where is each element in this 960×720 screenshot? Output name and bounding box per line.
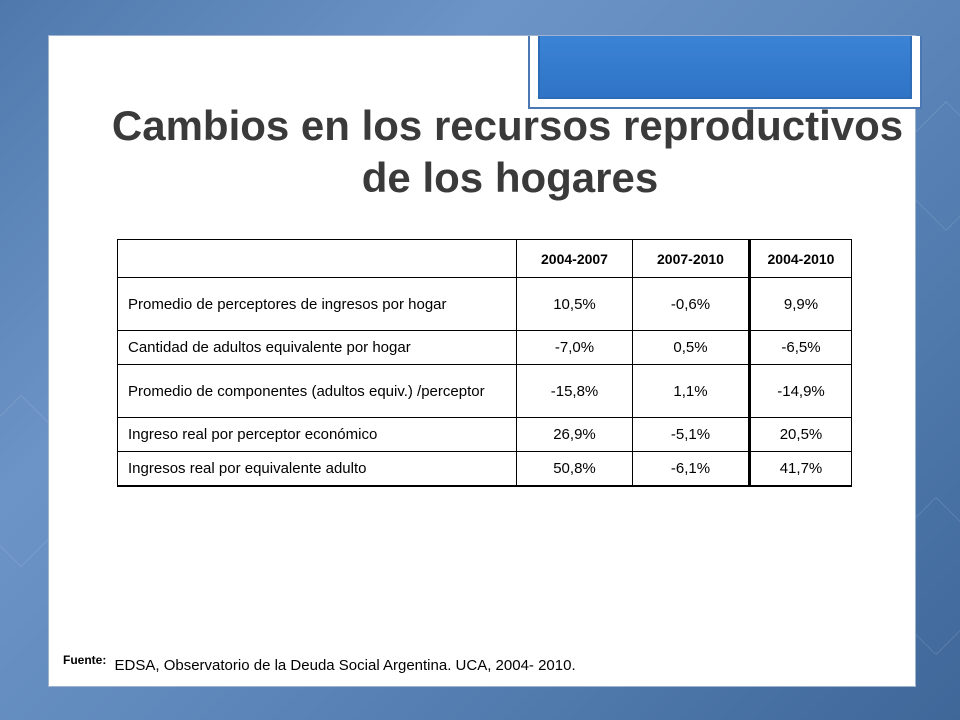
table-row: Cantidad de adultos equivalente por hoga… bbox=[117, 330, 852, 365]
header-cell-empty bbox=[117, 239, 517, 278]
title-line-2: de los hogares bbox=[361, 154, 659, 201]
row-label: Ingresos real por equivalente adulto bbox=[117, 451, 517, 487]
title-line-1: Cambios en los recursos reproductivos bbox=[111, 102, 904, 149]
row-value: -0,6% bbox=[632, 277, 750, 331]
header-decoration bbox=[528, 36, 922, 109]
row-value: -15,8% bbox=[516, 364, 633, 418]
row-value: -6,1% bbox=[632, 451, 750, 487]
row-label: Cantidad de adultos equivalente por hoga… bbox=[117, 330, 517, 365]
source-label: Fuente: bbox=[63, 653, 107, 667]
table-row: Ingresos real por equivalente adulto 50,… bbox=[117, 451, 852, 487]
source-note: Fuente: EDSA, Observatorio de la Deuda S… bbox=[63, 653, 576, 674]
header-cell-2007-2010: 2007-2010 bbox=[632, 239, 750, 278]
row-value: 10,5% bbox=[516, 277, 633, 331]
table-header-row: 2004-2007 2007-2010 2004-2010 bbox=[117, 239, 852, 278]
row-value: -14,9% bbox=[748, 364, 852, 418]
row-label: Ingreso real por perceptor económico bbox=[117, 417, 517, 452]
row-value: 0,5% bbox=[632, 330, 750, 365]
row-value: -6,5% bbox=[748, 330, 852, 365]
header-cell-2004-2007: 2004-2007 bbox=[516, 239, 633, 278]
row-value: 20,5% bbox=[748, 417, 852, 452]
row-value: 50,8% bbox=[516, 451, 633, 487]
header-decoration-fill bbox=[538, 36, 912, 99]
source-text: EDSA, Observatorio de la Deuda Social Ar… bbox=[114, 657, 576, 674]
row-label: Promedio de componentes (adultos equiv.)… bbox=[117, 364, 517, 418]
row-value: 9,9% bbox=[748, 277, 852, 331]
row-value: 41,7% bbox=[748, 451, 852, 487]
table-row: Ingreso real por perceptor económico 26,… bbox=[117, 417, 852, 452]
row-value: -7,0% bbox=[516, 330, 633, 365]
row-value: -5,1% bbox=[632, 417, 750, 452]
header-cell-2004-2010: 2004-2010 bbox=[748, 239, 852, 278]
table-row: Promedio de componentes (adultos equiv.)… bbox=[117, 364, 852, 418]
row-value: 1,1% bbox=[632, 364, 750, 418]
table-row: Promedio de perceptores de ingresos por … bbox=[117, 277, 852, 331]
data-table: 2004-2007 2007-2010 2004-2010 Promedio d… bbox=[117, 239, 852, 487]
slide-title: Cambios en los recursos reproductivos de… bbox=[0, 100, 960, 204]
row-value: 26,9% bbox=[516, 417, 633, 452]
row-label: Promedio de perceptores de ingresos por … bbox=[117, 277, 517, 331]
